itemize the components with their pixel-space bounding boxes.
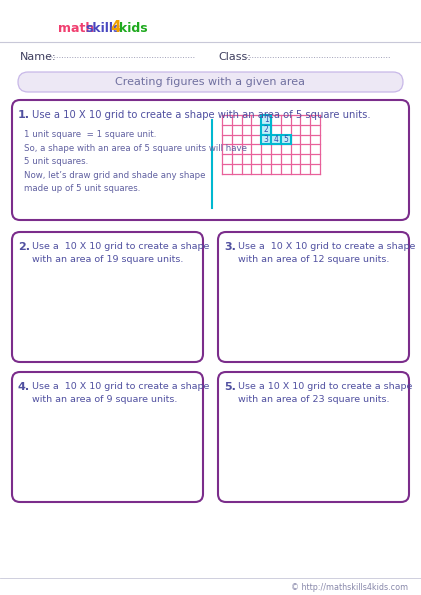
Text: 3.: 3.: [224, 242, 236, 252]
Text: 5.: 5.: [224, 382, 236, 392]
Text: Use a  10 X 10 grid to create a shape
with an area of 9 square units.: Use a 10 X 10 grid to create a shape wit…: [32, 382, 209, 403]
FancyBboxPatch shape: [218, 232, 409, 362]
Text: math: math: [58, 21, 94, 35]
Text: Use a 10 X 10 grid to create a shape
with an area of 23 square units.: Use a 10 X 10 grid to create a shape wit…: [238, 382, 413, 403]
Text: 4.: 4.: [18, 382, 30, 392]
Text: Creating figures with a given area: Creating figures with a given area: [115, 77, 305, 87]
Bar: [281, 134, 290, 145]
FancyBboxPatch shape: [12, 232, 203, 362]
Text: 4: 4: [274, 135, 278, 144]
Text: 1 unit square  = 1 square unit.
So, a shape with an area of 5 square units will : 1 unit square = 1 square unit. So, a sha…: [24, 130, 247, 193]
Text: 3: 3: [264, 135, 269, 144]
Text: © http://mathskills4kids.com: © http://mathskills4kids.com: [291, 584, 408, 593]
FancyBboxPatch shape: [12, 372, 203, 502]
Text: Class:: Class:: [218, 52, 251, 62]
Text: 2: 2: [264, 125, 269, 134]
Text: 5: 5: [283, 135, 288, 144]
Text: 1.: 1.: [18, 110, 30, 120]
Text: Use a  10 X 10 grid to create a shape
with an area of 12 square units.: Use a 10 X 10 grid to create a shape wit…: [238, 242, 416, 264]
Bar: [271, 134, 281, 145]
Bar: [261, 134, 271, 145]
Bar: [261, 115, 271, 125]
Text: 1: 1: [264, 115, 269, 124]
Text: 4: 4: [110, 20, 121, 36]
Text: Name:: Name:: [20, 52, 57, 62]
Text: Use a  10 X 10 grid to create a shape
with an area of 19 square units.: Use a 10 X 10 grid to create a shape wit…: [32, 242, 209, 264]
FancyBboxPatch shape: [18, 72, 403, 92]
Text: Use a 10 X 10 grid to create a shape with an area of 5 square units.: Use a 10 X 10 grid to create a shape wit…: [32, 110, 370, 120]
Text: 2.: 2.: [18, 242, 30, 252]
FancyBboxPatch shape: [218, 372, 409, 502]
Bar: [261, 125, 271, 134]
Text: kids: kids: [119, 21, 148, 35]
FancyBboxPatch shape: [12, 100, 409, 220]
Text: skills: skills: [85, 21, 120, 35]
